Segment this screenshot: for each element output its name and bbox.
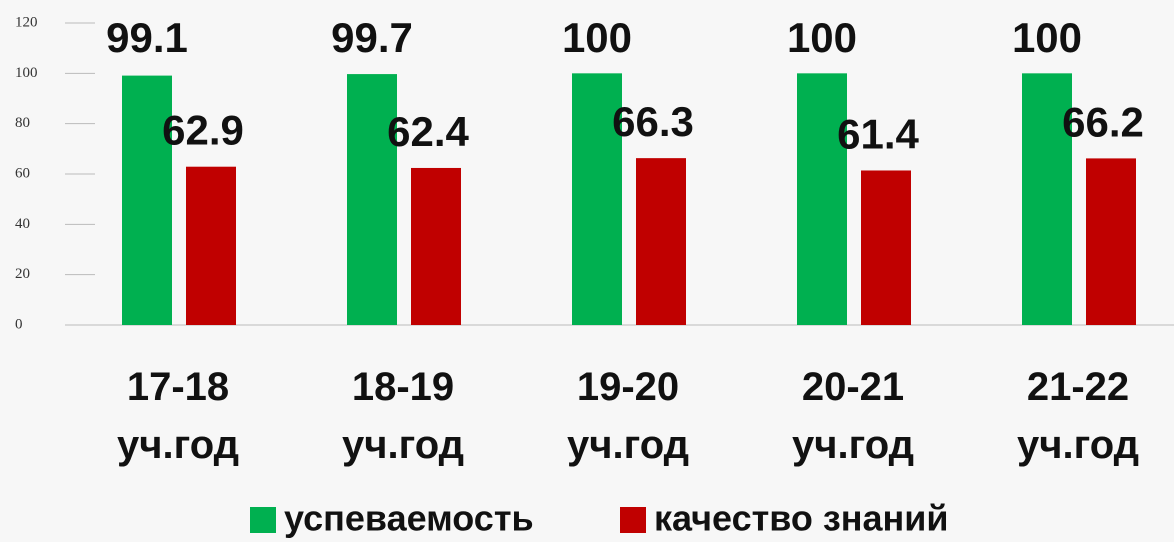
- data-label: 100: [1012, 14, 1082, 61]
- bar: [347, 74, 397, 325]
- legend-swatch: [620, 507, 646, 533]
- legend-label: качество знаний: [654, 498, 949, 539]
- data-label: 66.3: [612, 98, 694, 145]
- y-tick-label: 120: [15, 14, 38, 30]
- data-label: 62.4: [387, 108, 469, 155]
- data-label: 66.2: [1062, 98, 1144, 145]
- bar: [636, 158, 686, 325]
- y-tick-label: 40: [15, 216, 30, 232]
- y-tick-label: 80: [15, 115, 30, 131]
- legend-swatch: [250, 507, 276, 533]
- x-tick-label: 21-22 уч.год: [1016, 365, 1139, 467]
- data-label: 62.9: [162, 107, 244, 154]
- data-label: 100: [787, 14, 857, 61]
- bar: [572, 73, 622, 325]
- y-tick-label: 100: [15, 65, 38, 81]
- bar: [797, 73, 847, 325]
- bar: [186, 166, 236, 325]
- y-tick-label: 0: [15, 316, 23, 332]
- data-label: 61.4: [837, 110, 919, 157]
- data-label: 100: [562, 14, 632, 61]
- y-tick-label: 20: [15, 266, 30, 282]
- x-tick-label: 18-19 уч.год: [341, 365, 464, 467]
- bar: [1086, 158, 1136, 325]
- legend-label: успеваемость: [284, 498, 534, 539]
- data-label: 99.1: [106, 14, 188, 61]
- bar: [122, 75, 172, 326]
- bar: [861, 170, 911, 325]
- bar: [1022, 73, 1072, 325]
- bar: [411, 167, 461, 325]
- x-tick-label: 17-18 уч.год: [116, 365, 239, 467]
- x-tick-label: 20-21 уч.год: [791, 365, 914, 467]
- y-tick-label: 60: [15, 165, 30, 181]
- data-label: 99.7: [331, 14, 413, 61]
- x-tick-label: 19-20 уч.год: [566, 365, 689, 467]
